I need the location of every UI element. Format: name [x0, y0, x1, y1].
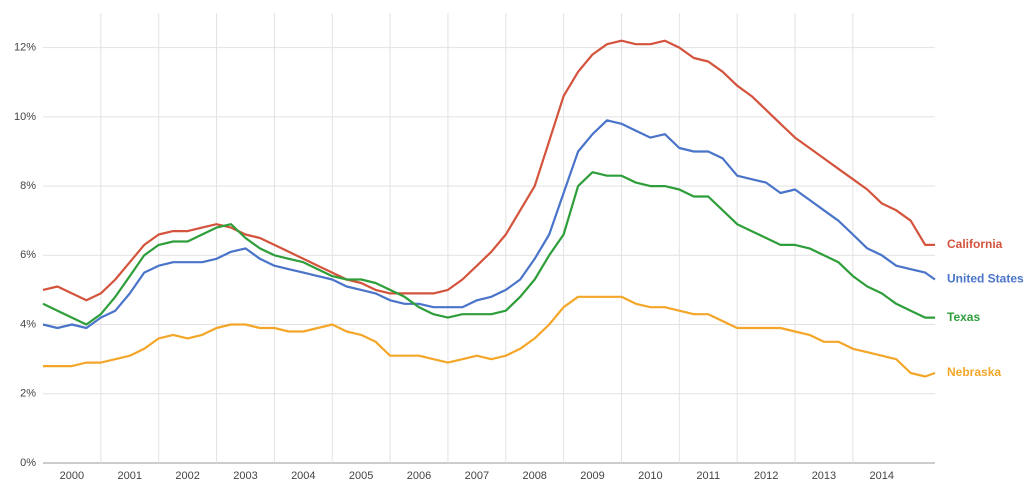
- y-tick-label: 6%: [20, 249, 36, 261]
- series-line: [43, 295, 936, 378]
- series-line: [42, 39, 935, 302]
- x-tick-label: 2013: [812, 470, 836, 482]
- series-line: [42, 119, 936, 330]
- x-tick-label: 2006: [407, 470, 431, 482]
- x-tick-label: 2000: [60, 470, 84, 482]
- legend-label: United States: [947, 272, 1024, 286]
- x-tick-label: 2003: [233, 470, 257, 482]
- y-tick-label: 8%: [20, 180, 36, 192]
- x-tick-label: 2007: [465, 470, 489, 482]
- x-tick-label: 2004: [291, 470, 315, 482]
- y-tick-label: 2%: [20, 388, 36, 400]
- x-tick-label: 2002: [175, 470, 199, 482]
- x-tick-label: 2012: [754, 470, 778, 482]
- legend-label: Nebraska: [947, 365, 1001, 379]
- x-tick-label: 2001: [118, 470, 142, 482]
- y-tick-label: 12%: [14, 42, 36, 54]
- x-tick-label: 2009: [580, 470, 604, 482]
- x-tick-label: 2005: [349, 470, 373, 482]
- legend-label: Texas: [947, 310, 980, 324]
- x-tick-label: 2008: [522, 470, 546, 482]
- x-tick-label: 2011: [696, 470, 720, 482]
- x-tick-label: 2014: [870, 470, 894, 482]
- x-tick-label: 2010: [638, 470, 662, 482]
- legend-label: California: [947, 237, 1003, 251]
- y-tick-label: 4%: [20, 318, 36, 330]
- y-tick-label: 0%: [20, 457, 36, 469]
- series-line: [42, 171, 935, 326]
- y-tick-label: 10%: [14, 111, 36, 123]
